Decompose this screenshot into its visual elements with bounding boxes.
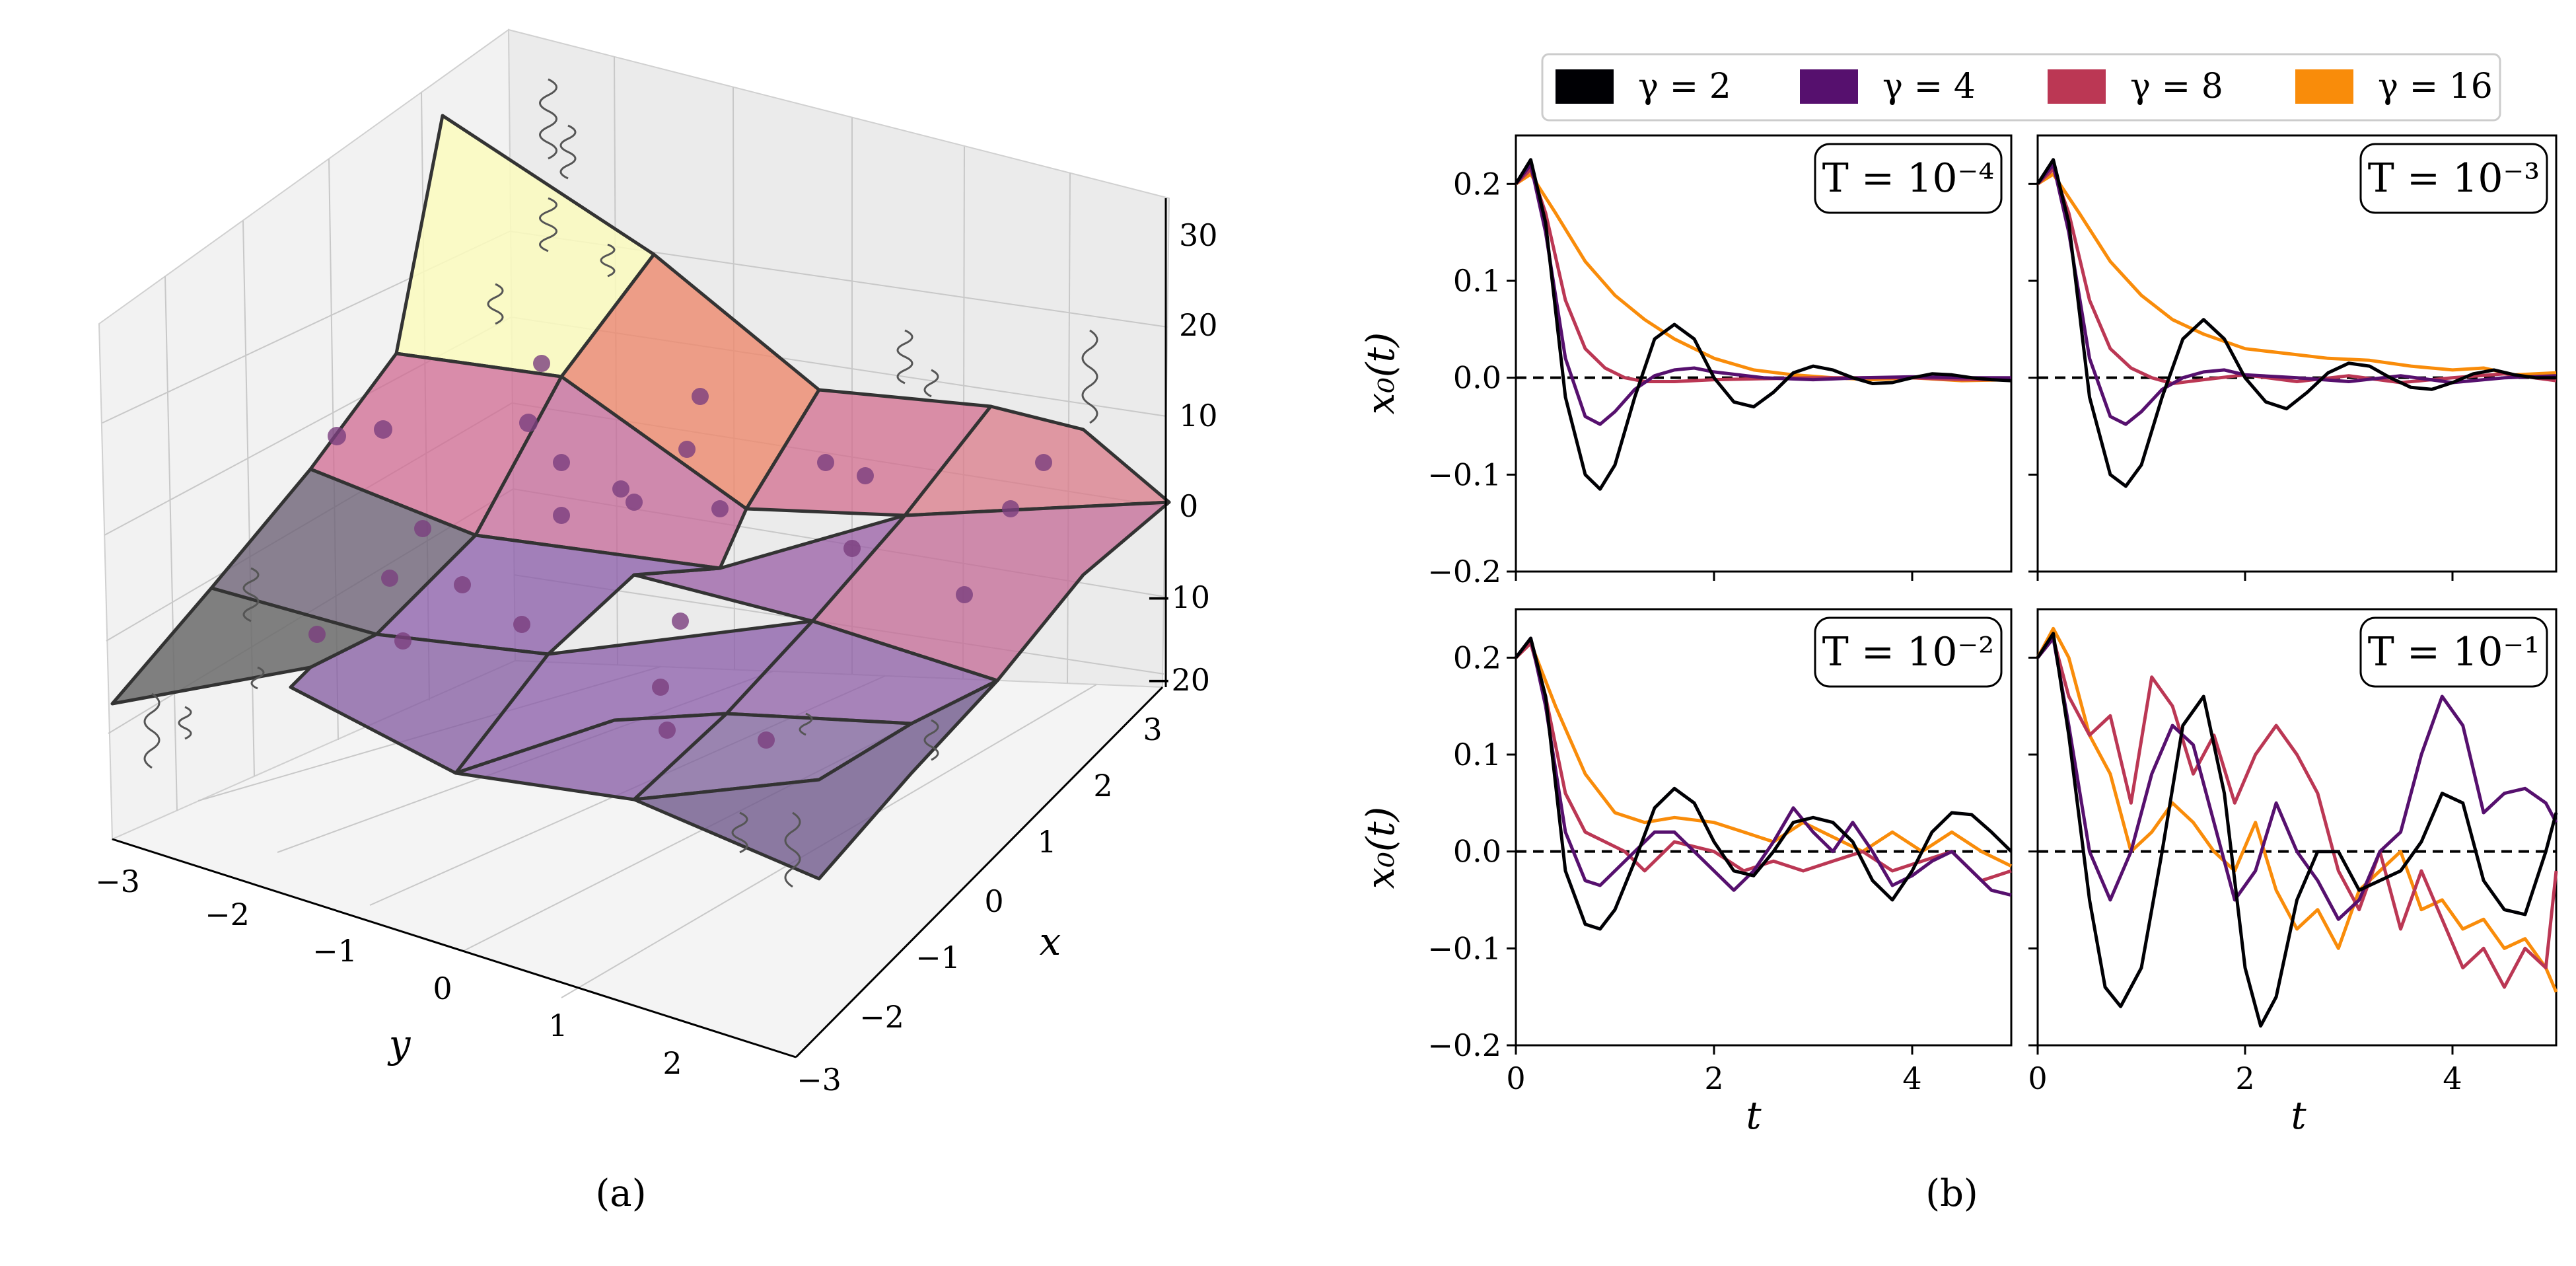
- y-axis-ticks: −3 −2 −1 0 1 2 y: [95, 864, 682, 1081]
- x-tick: 0: [984, 883, 1003, 919]
- z-tick: −20: [1146, 662, 1210, 698]
- y-tick-label: −0.1: [1427, 457, 1501, 492]
- y-tick: −2: [205, 897, 250, 932]
- title-box: [2359, 143, 2548, 214]
- z-tick: 20: [1179, 307, 1218, 343]
- subplot-title: T = 10⁻¹: [2368, 629, 2540, 675]
- y-tick-label: −0.2: [1427, 554, 1501, 589]
- legend-label: γ = 8: [2130, 67, 2223, 106]
- series-gamma-4: [2036, 163, 2557, 426]
- y-tick: −1: [312, 933, 357, 969]
- series-gamma-2: [2036, 158, 2556, 488]
- x-tick-label: 4: [2443, 1061, 2462, 1096]
- z-tick: 10: [1179, 398, 1218, 433]
- series-gamma-4: [2036, 636, 2558, 921]
- series-gamma-2: [1515, 636, 2013, 931]
- y-tick: 1: [548, 1008, 567, 1043]
- title-box: [1814, 143, 2003, 214]
- legend-swatch: [2295, 69, 2353, 104]
- legend-frame: [1541, 53, 2501, 122]
- subplot-titles: T = 10⁻⁴ T = 10⁻³ T = 10⁻² T = 10⁻¹: [1814, 143, 2548, 688]
- x-axis-label-right: t: [2291, 1093, 2307, 1138]
- axes-3d: [112, 686, 1164, 1059]
- legend-label: γ = 4: [1882, 67, 1976, 106]
- x-axis-label-left: t: [1746, 1093, 1762, 1138]
- y-tick: 0: [433, 971, 452, 1006]
- series-gamma-2: [2036, 632, 2558, 1028]
- legend-swatch: [1800, 69, 1858, 104]
- x-tick-label: 4: [1902, 1061, 1921, 1096]
- x-tick-label: 0: [1506, 1061, 1525, 1096]
- z-axis-ticks: 30 20 10 0 −10 −20: [1146, 198, 1218, 698]
- particle-markers: [308, 355, 1052, 749]
- series-gamma-16: [2036, 626, 2558, 993]
- x-tick: 2: [1093, 768, 1112, 803]
- legend-label: γ = 2: [1638, 67, 1731, 106]
- x-axis-ticks: 3 2 1 0 −1 −2 −3 x: [797, 712, 1163, 1098]
- y-tick-label: 0.2: [1453, 166, 1501, 202]
- series-gamma-4: [1515, 636, 2012, 897]
- surface-patch: [289, 632, 550, 775]
- subplot-title: T = 10⁻³: [2368, 155, 2540, 202]
- y-tick-label: −0.2: [1427, 1027, 1501, 1063]
- series-gamma-16: [1515, 641, 2013, 868]
- y-axis-label: y: [387, 1022, 411, 1066]
- panel-a-surface-plot: −3 −2 −1 0 1 2 y 3 2 1 0 −1 −2 −3 x 30 2…: [95, 28, 1218, 1215]
- x-tick: −2: [859, 999, 904, 1035]
- y-tick-label: 0.0: [1453, 360, 1501, 396]
- legend: γ = 2 γ = 4 γ = 8 γ = 16: [1541, 53, 2501, 122]
- x-tick: −3: [797, 1062, 841, 1098]
- subplot-title: T = 10⁻²: [1822, 629, 1995, 675]
- y-tick-label: 0.1: [1453, 737, 1501, 772]
- x-tick: −1: [915, 940, 960, 975]
- x-tick-label: 2: [1704, 1061, 1723, 1096]
- y-tick-labels: 0.2 0.1 0.0 −0.1 −0.2 0.2 0.1 0.0 −0.1 −0.2: [1427, 166, 1501, 1063]
- legend-swatch: [1556, 69, 1614, 104]
- y-axis-label-top: x₀(t): [1358, 332, 1403, 415]
- x-axis-label: x: [1040, 919, 1061, 964]
- series-gamma-4: [1515, 163, 2011, 426]
- surface: [110, 114, 1171, 881]
- x-tick: 3: [1143, 712, 1162, 747]
- surface-patch: [375, 533, 722, 656]
- z-tick: 0: [1179, 488, 1198, 524]
- y-tick: 2: [662, 1045, 682, 1081]
- subplot-title: T = 10⁻⁴: [1822, 155, 1995, 202]
- x-tick-label: 0: [2028, 1061, 2047, 1096]
- legend-label: γ = 16: [2378, 67, 2493, 106]
- z-tick: −10: [1146, 579, 1210, 615]
- y-tick-label: 0.1: [1453, 263, 1501, 299]
- caption-b: (b): [1925, 1172, 1978, 1215]
- y-tick-label: 0.0: [1453, 834, 1501, 870]
- y-tick: −3: [95, 864, 140, 899]
- title-box: [2359, 616, 2548, 688]
- z-tick: 30: [1179, 217, 1218, 253]
- series-gamma-16: [2036, 172, 2557, 377]
- y-tick-label: −0.1: [1427, 930, 1501, 966]
- series-gamma-2: [1514, 158, 2012, 491]
- surface-patch: [632, 679, 999, 881]
- x-tick-labels: 0 2 4 0 2 4: [1506, 1061, 2462, 1096]
- y-axis-label-bottom: x₀(t): [1358, 807, 1403, 889]
- x-tick-label: 2: [2235, 1061, 2254, 1096]
- y-tick-label: 0.2: [1453, 640, 1501, 675]
- series-gamma-8: [2036, 636, 2558, 989]
- spring-glyphs: [143, 78, 1098, 888]
- x-tick: 1: [1037, 824, 1056, 860]
- legend-swatch: [2048, 69, 2106, 104]
- caption-a: (a): [595, 1172, 646, 1215]
- title-box: [1814, 616, 2003, 688]
